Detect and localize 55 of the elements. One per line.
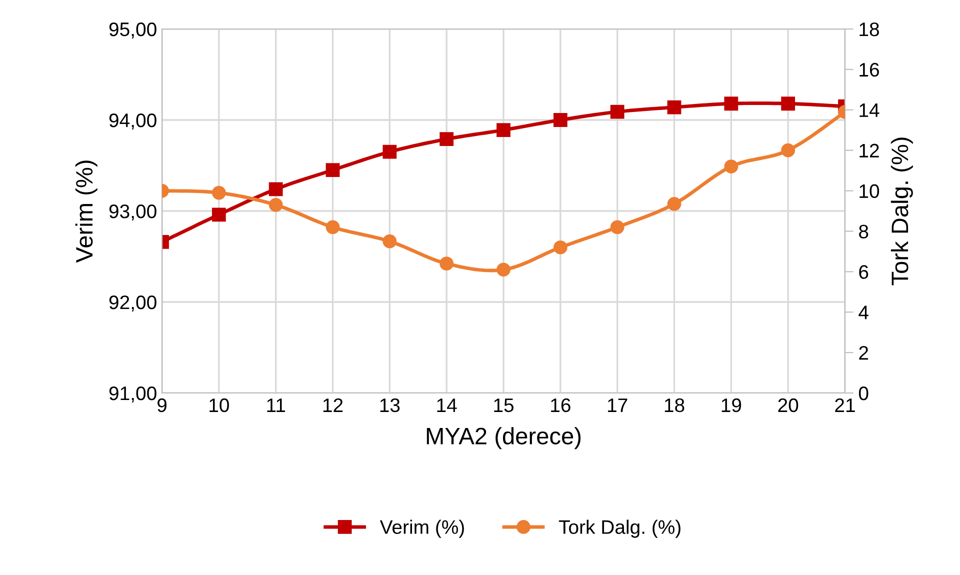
point <box>610 220 624 234</box>
point <box>440 132 454 146</box>
point <box>781 143 796 158</box>
point <box>382 144 397 159</box>
x-tick-label: 15 <box>494 398 514 412</box>
x-tick-label: 12 <box>323 398 343 412</box>
x-tick-label: 19 <box>722 398 742 412</box>
y2-tick-label: 0 <box>858 386 868 400</box>
y-tick-label: 94,00 <box>109 113 156 130</box>
point <box>326 163 340 177</box>
legend-label: Verim (%) <box>380 520 464 538</box>
point <box>667 196 682 211</box>
point <box>553 240 568 254</box>
y2-tick-label: 14 <box>860 104 880 117</box>
point <box>268 198 283 212</box>
y-tick-label: 91,00 <box>109 386 156 403</box>
point <box>724 160 738 174</box>
point <box>553 113 568 127</box>
y-axis-title: Verim (%) <box>75 160 98 263</box>
x-tick-label: 18 <box>664 398 684 412</box>
point <box>212 208 226 222</box>
point <box>724 96 738 111</box>
point <box>326 220 340 234</box>
y2-tick-label: 16 <box>860 62 879 77</box>
point <box>440 256 454 271</box>
x-tick-label: 16 <box>551 398 570 412</box>
y2-tick-label: 12 <box>860 144 879 158</box>
y2-tick-label: 18 <box>860 22 879 36</box>
x-tick-label: 14 <box>437 398 457 412</box>
legend-label: Tork Dalg. (%) <box>558 520 680 538</box>
y2-axis-title: Tork Dalg. (%) <box>890 138 913 286</box>
point <box>610 104 624 119</box>
x-tick-label: 17 <box>608 398 628 412</box>
y-tick-label: 95,00 <box>109 22 156 39</box>
x-axis-title: MYA2 (derece) <box>426 427 581 450</box>
x-tick-label: 20 <box>778 398 798 412</box>
point <box>781 96 796 111</box>
x-tick-label: 10 <box>210 398 229 412</box>
x-tick-label: 21 <box>835 398 855 412</box>
y-tick-label: 92,00 <box>109 295 156 312</box>
x-tick-label: 9 <box>158 398 166 412</box>
point <box>667 100 682 114</box>
point <box>496 262 510 277</box>
y2-tick-label: 2 <box>859 346 868 360</box>
point <box>382 234 397 248</box>
y2-tick-label: 10 <box>860 184 880 198</box>
x-tick-label: 11 <box>267 398 285 412</box>
y-tick-label: 93,00 <box>109 204 156 221</box>
x-tick-label: 13 <box>380 398 400 412</box>
point <box>268 182 283 196</box>
y2-tick-label: 6 <box>859 265 868 279</box>
point <box>212 186 226 200</box>
point <box>496 123 510 137</box>
y2-tick-label: 4 <box>858 306 868 320</box>
y2-tick-label: 8 <box>859 224 868 238</box>
